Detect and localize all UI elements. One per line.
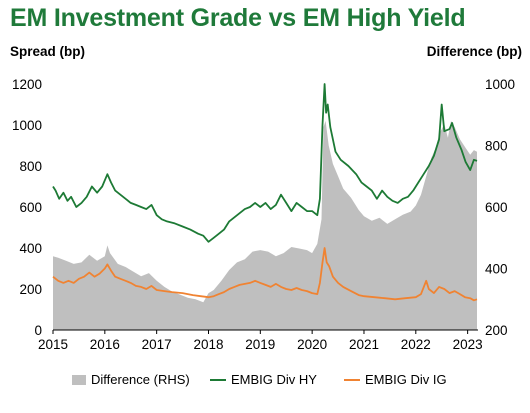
right-y-tick-label: 200 bbox=[485, 323, 508, 338]
left-axis-title: Spread (bp) bbox=[10, 44, 86, 59]
left-y-tick-label: 400 bbox=[19, 241, 42, 256]
legend-label-difference: Difference (RHS) bbox=[91, 372, 190, 387]
left-y-tick-label: 1000 bbox=[12, 118, 42, 133]
ig-spread-line bbox=[52, 247, 478, 302]
difference-area-layer bbox=[53, 120, 477, 331]
chart-title: EM Investment Grade vs EM High Yield bbox=[10, 4, 466, 32]
legend-item-difference: Difference (RHS) bbox=[72, 372, 190, 387]
right-axis-title: Difference (bp) bbox=[426, 44, 522, 59]
x-tick-label: 2021 bbox=[349, 337, 379, 352]
legend-swatch-hy bbox=[210, 378, 226, 381]
right-y-tick-label: 400 bbox=[485, 262, 508, 277]
left-y-tick-label: 200 bbox=[19, 282, 42, 297]
legend-swatch-ig bbox=[344, 378, 360, 381]
x-tick-label: 2022 bbox=[401, 337, 431, 352]
difference-area bbox=[53, 120, 477, 331]
x-tick-label: 2016 bbox=[90, 337, 120, 352]
spread-lines-layer bbox=[52, 83, 478, 302]
legend-item-hy: EMBIG Div HY bbox=[210, 372, 317, 387]
x-tick-label: 2020 bbox=[297, 337, 327, 352]
x-tick-label: 2019 bbox=[245, 337, 275, 352]
legend-item-ig: EMBIG Div IG bbox=[344, 372, 447, 387]
left-y-tick-label: 0 bbox=[34, 323, 42, 338]
x-tick-label: 2023 bbox=[453, 337, 483, 352]
axes-layer: 2015 2016 2017 2018 2019 2020 2021 2022 2023 0 200… bbox=[12, 77, 515, 352]
right-y-tick-label: 1000 bbox=[485, 77, 515, 92]
left-y-tick-label: 800 bbox=[19, 159, 42, 174]
x-tick-label: 2015 bbox=[38, 337, 68, 352]
x-tick-label: 2017 bbox=[142, 337, 172, 352]
left-y-tick-label: 600 bbox=[19, 200, 42, 215]
legend-label-ig: EMBIG Div IG bbox=[365, 372, 447, 387]
left-y-tick-label: 1200 bbox=[12, 77, 42, 92]
x-tick-label: 2018 bbox=[193, 337, 223, 352]
right-y-tick-label: 600 bbox=[485, 200, 508, 215]
hy-spread-line bbox=[52, 83, 478, 243]
legend-label-hy: EMBIG Div HY bbox=[231, 372, 317, 387]
right-y-tick-label: 800 bbox=[485, 139, 508, 154]
legend-swatch-difference bbox=[72, 374, 86, 385]
